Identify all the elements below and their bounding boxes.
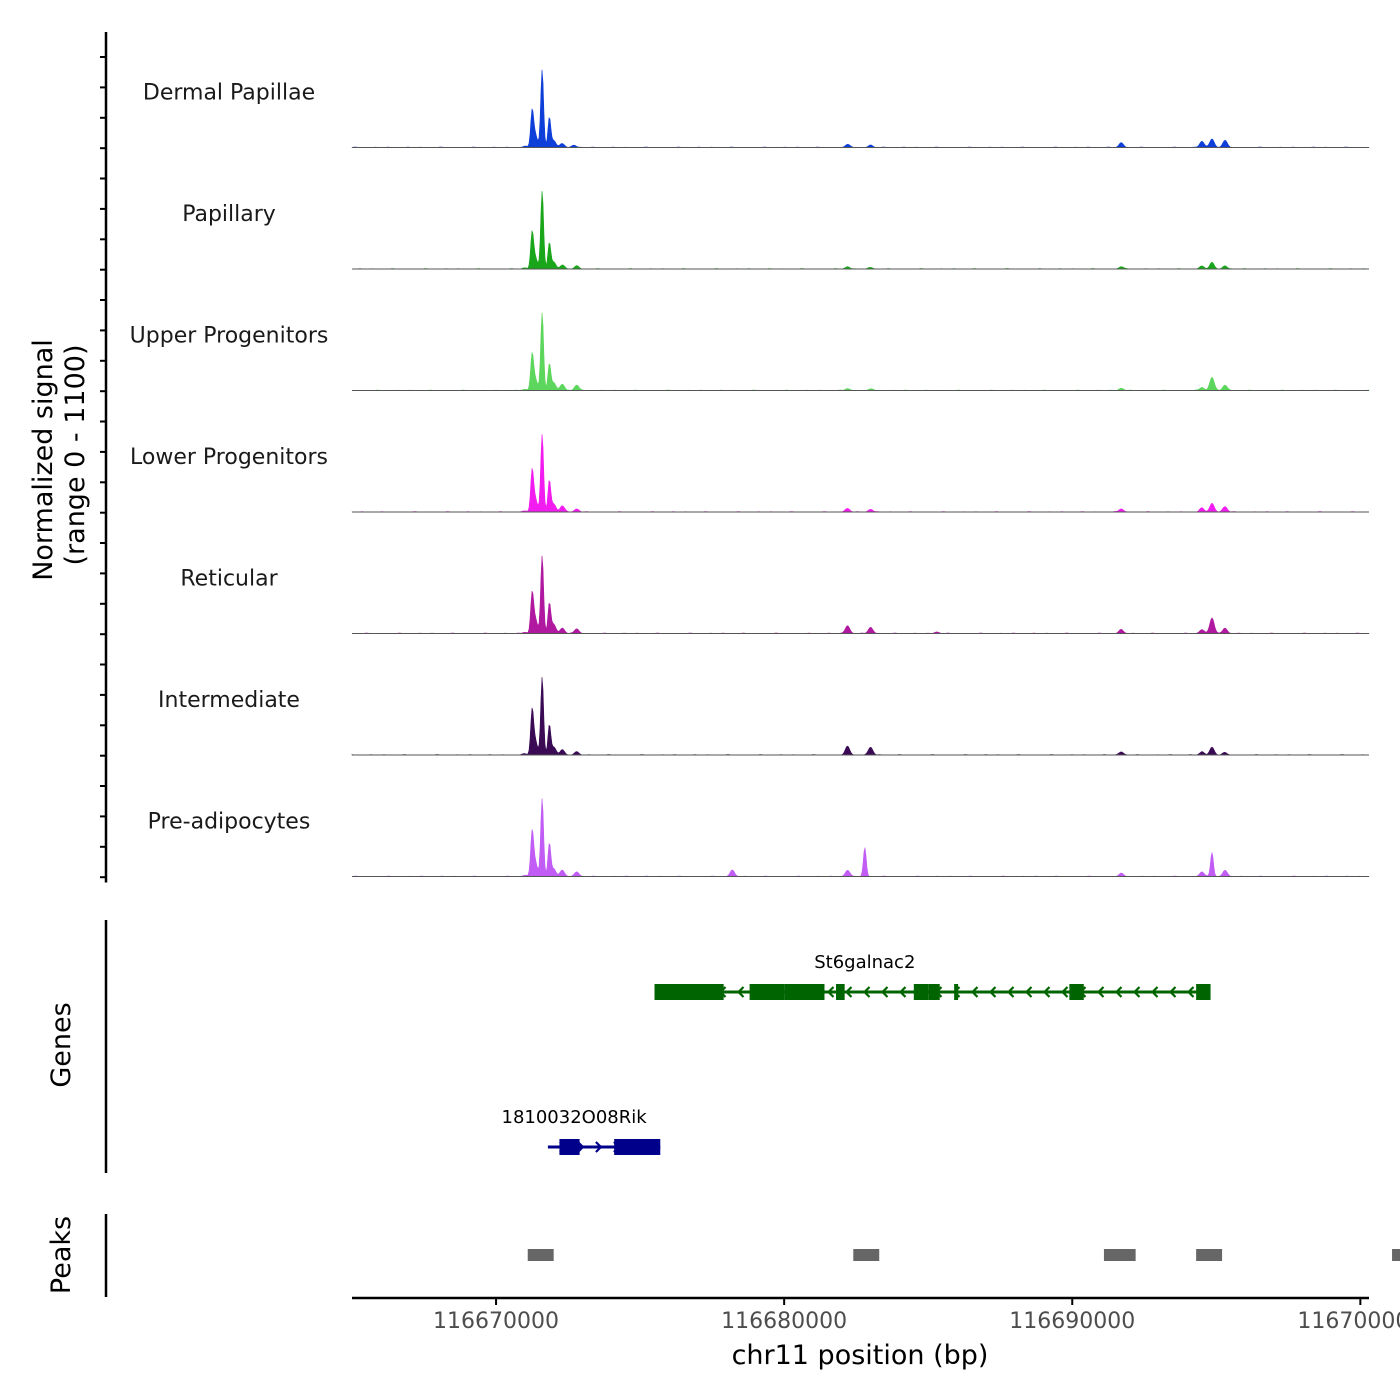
- x-tick-label: 116670000: [433, 1309, 559, 1334]
- strand-arrow: [844, 986, 853, 998]
- gene-exon: [614, 1139, 661, 1155]
- track-label: Pre-adipocytes: [148, 810, 311, 835]
- peak-region: [1196, 1249, 1223, 1261]
- gene-exon: [954, 984, 959, 1000]
- strand-arrow: [988, 986, 997, 998]
- strand-arrow: [1060, 986, 1069, 998]
- peak-region: [1103, 1249, 1136, 1261]
- peak-region: [1392, 1249, 1400, 1261]
- gene-label: 1810032O08Rik: [502, 1107, 648, 1128]
- track-label: Upper Progenitors: [130, 324, 329, 349]
- strand-arrow: [1150, 986, 1159, 998]
- strand-arrow: [736, 986, 745, 998]
- signal-area: [351, 69, 1370, 148]
- peak-track: [104, 1214, 1400, 1297]
- gene-exon: [928, 984, 940, 1000]
- track-label: Papillary: [182, 202, 276, 227]
- strand-arrow: [880, 986, 889, 998]
- gene-exon: [784, 984, 825, 1000]
- track-label: Intermediate: [158, 688, 300, 713]
- gene-label: St6galnac2: [814, 952, 915, 973]
- gene-track: St6galnac2 1810032O08Rik: [104, 920, 1211, 1173]
- strand-arrow: [862, 986, 871, 998]
- gene-exon: [836, 984, 845, 1000]
- track-label: Dermal Papillae: [143, 81, 315, 106]
- track-label: Reticular: [180, 567, 278, 592]
- peak-region: [853, 1249, 880, 1261]
- signal-area: [351, 555, 1370, 634]
- x-tick-label: 116680000: [721, 1309, 847, 1334]
- strand-arrow: [970, 986, 979, 998]
- x-tick-label: 116690000: [1009, 1309, 1135, 1334]
- strand-arrow: [898, 986, 907, 998]
- gene-exon: [559, 1139, 580, 1155]
- signal-area: [352, 191, 1369, 270]
- gene-exon: [1196, 984, 1211, 1000]
- strand-arrow: [1096, 986, 1105, 998]
- genes-track-title: Genes: [46, 1002, 77, 1087]
- gene-exon: [913, 984, 929, 1000]
- strand-arrow: [1042, 986, 1051, 998]
- track-label: Lower Progenitors: [130, 445, 328, 470]
- x-axis: 116670000 116680000 116690000 116700000: [352, 1296, 1400, 1334]
- x-tick-label: 116700000: [1297, 1309, 1400, 1334]
- strand-arrow: [826, 986, 835, 998]
- strand-arrow: [595, 1141, 603, 1153]
- gene-exon: [1069, 984, 1084, 1000]
- signal-area: [351, 434, 1369, 513]
- strand-arrow: [1114, 986, 1123, 998]
- signal-area: [351, 798, 1370, 877]
- peak-region: [527, 1249, 554, 1261]
- signal-area: [351, 677, 1369, 756]
- gene-exon: [654, 984, 724, 1000]
- x-axis-title: chr11 position (bp): [732, 1340, 989, 1371]
- y-axis-title: Normalized signal: [28, 339, 59, 581]
- strand-arrow: [1186, 986, 1195, 998]
- strand-arrow: [1024, 986, 1033, 998]
- strand-arrow: [1132, 986, 1141, 998]
- gene-exon: [749, 984, 785, 1000]
- strand-arrow: [1168, 986, 1177, 998]
- y-axis-range: (range 0 - 1100): [60, 345, 91, 566]
- peaks-track-title: Peaks: [46, 1216, 77, 1294]
- coverage-tracks: Dermal Papillae Papillary Upper Progenitor…: [100, 32, 1370, 883]
- strand-arrow: [1006, 986, 1015, 998]
- signal-area: [352, 312, 1370, 391]
